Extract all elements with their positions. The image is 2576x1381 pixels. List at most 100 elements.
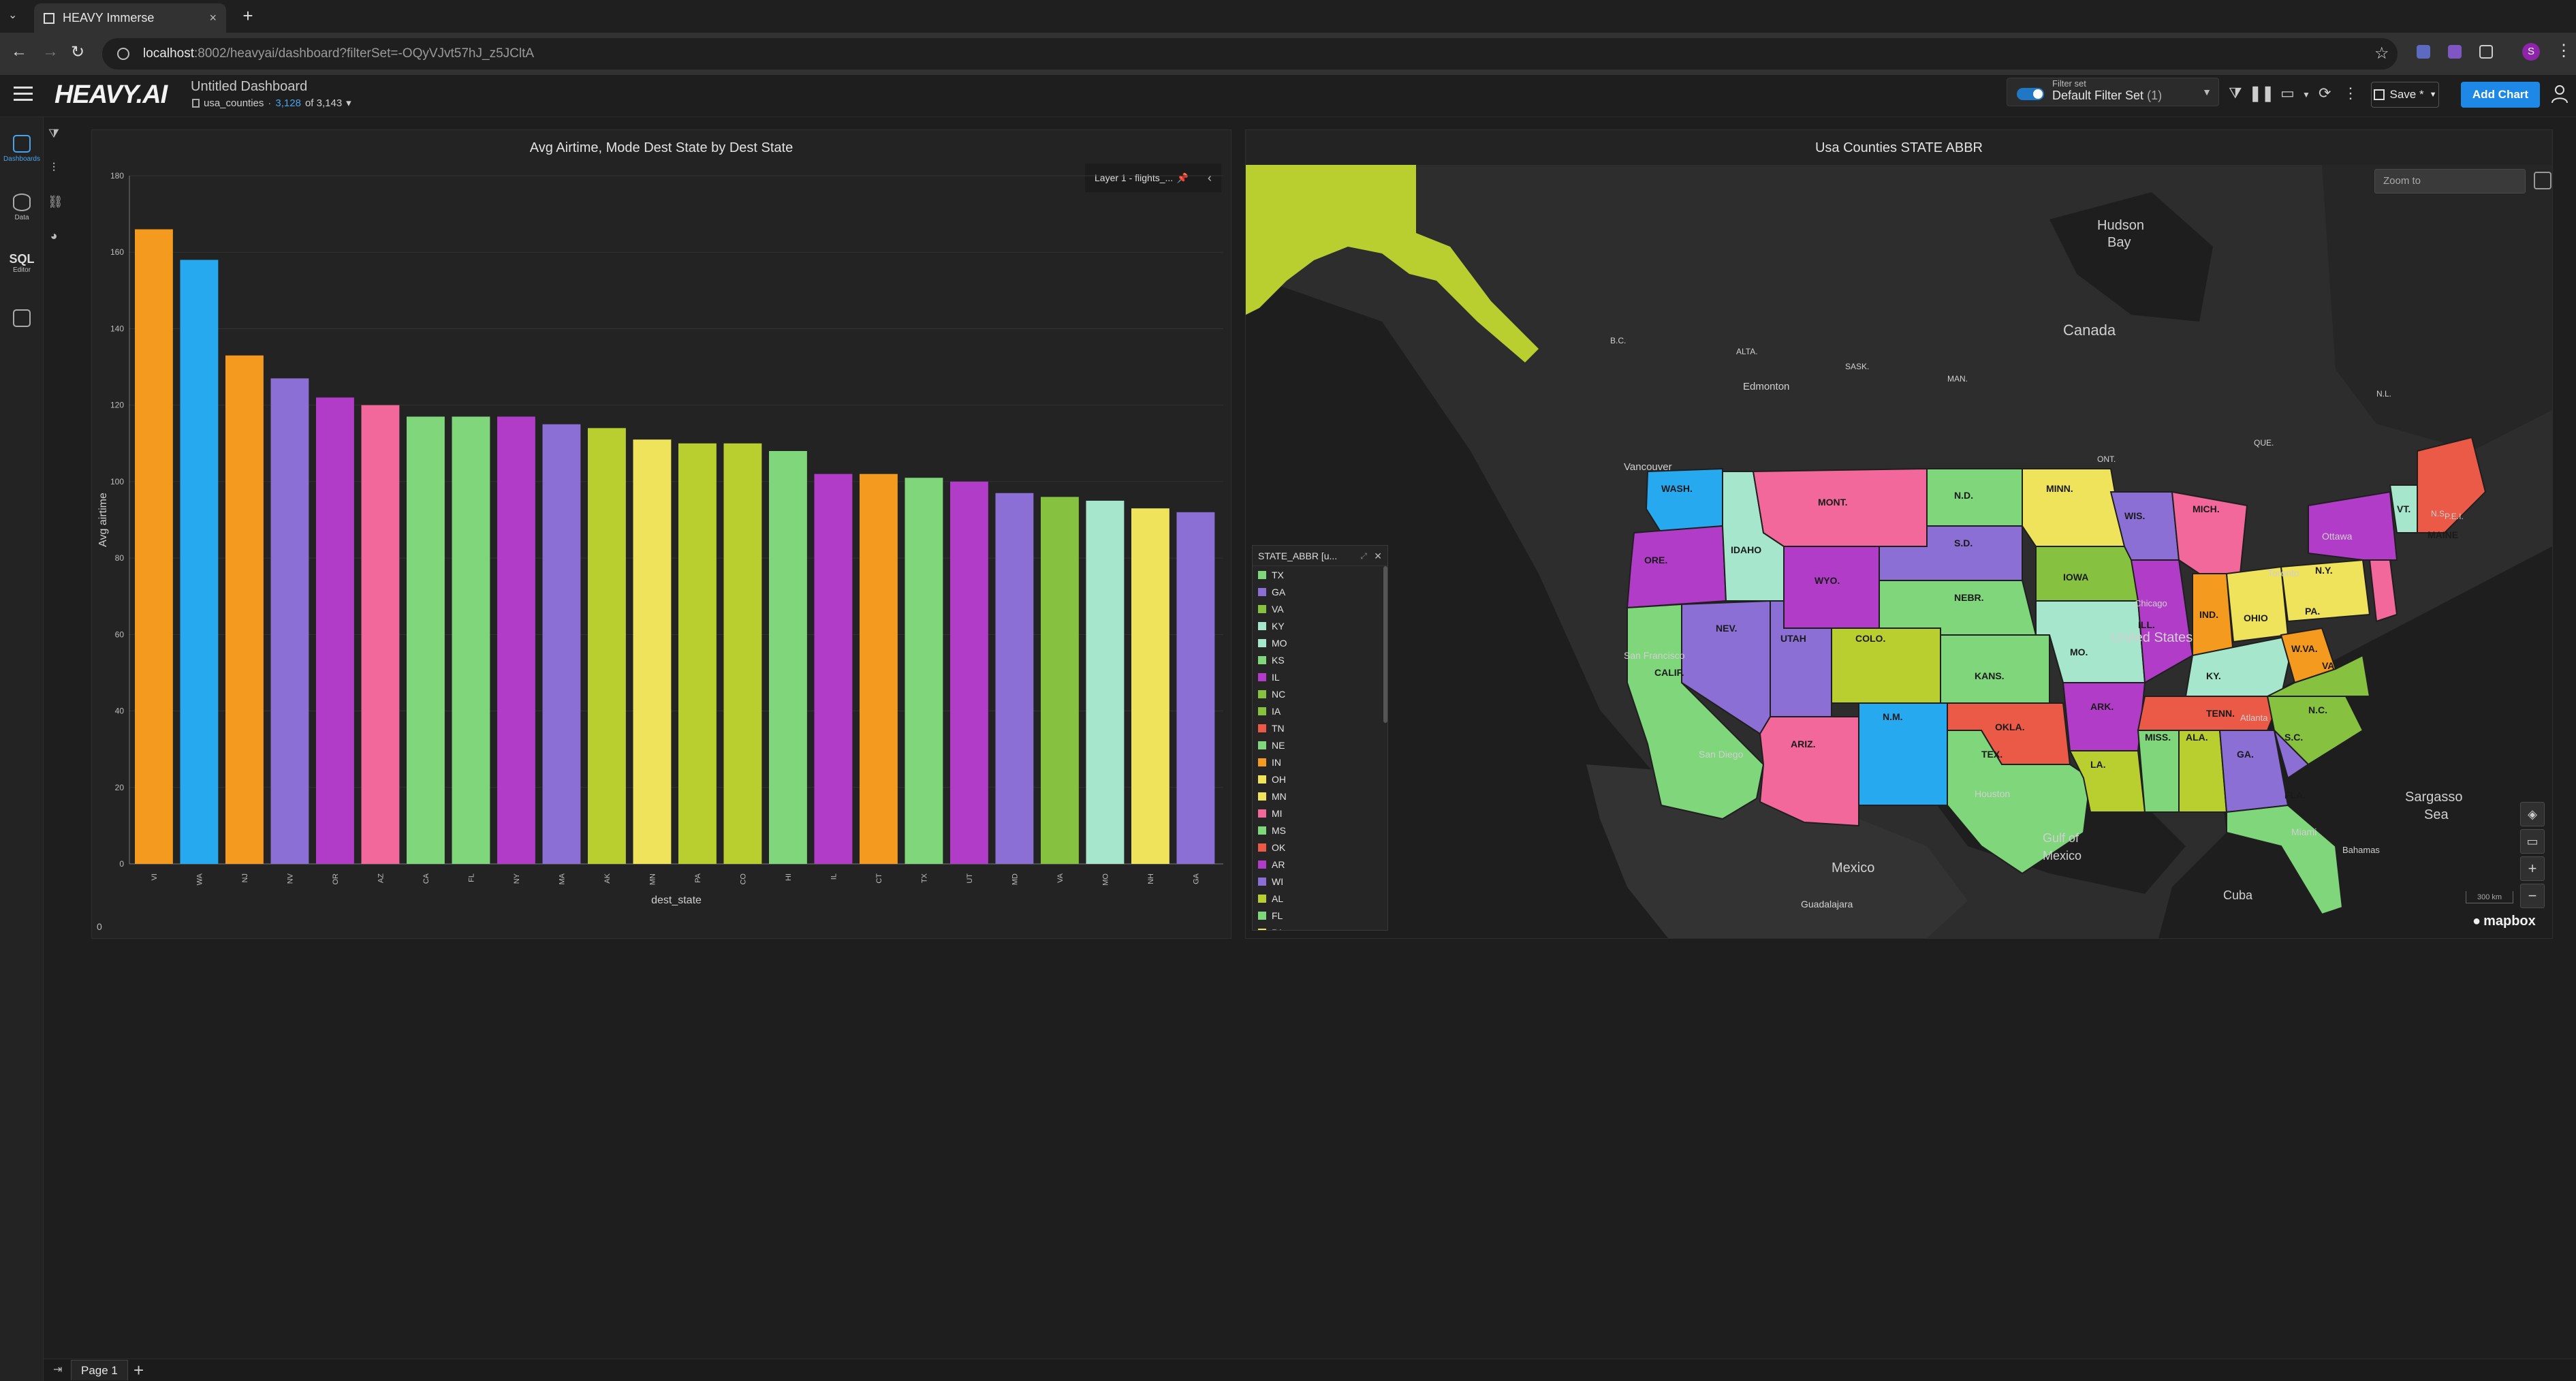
choropleth-map[interactable]: WASH.ORE.CALIF.NEV.IDAHOMONT.WYO.UTAHARI…: [1246, 165, 2552, 938]
bar[interactable]: [1041, 497, 1079, 864]
palette-icon[interactable]: ◕: [50, 229, 58, 243]
profile-avatar[interactable]: S: [2522, 43, 2540, 61]
save-button[interactable]: Save * ▼: [2371, 82, 2439, 108]
locate-icon[interactable]: ◈: [2520, 802, 2545, 826]
tab-page-1[interactable]: Page 1: [71, 1360, 128, 1380]
filter-set-toggle[interactable]: [2017, 88, 2044, 100]
legend-item[interactable]: OH: [1253, 771, 1387, 788]
bar[interactable]: [497, 416, 535, 865]
bar[interactable]: [1176, 512, 1215, 864]
tab-close-icon[interactable]: ×: [209, 11, 217, 25]
sliders-icon[interactable]: ⫶: [52, 161, 56, 174]
extension-icon[interactable]: [2417, 45, 2430, 59]
legend-item[interactable]: KY: [1253, 617, 1387, 634]
add-page-button[interactable]: +: [133, 1360, 144, 1380]
bar[interactable]: [225, 355, 264, 864]
layers-icon[interactable]: [2534, 172, 2551, 189]
sidebar-item-terminal[interactable]: [0, 309, 44, 330]
bar[interactable]: [995, 493, 1034, 864]
sidebar-item-sql-editor[interactable]: SQL Editor: [0, 252, 44, 274]
map-legend[interactable]: STATE_ABBR [u... ⤢ ✕ TX GA VA KY MO KS IL NC IA T…: [1252, 545, 1388, 931]
sidebar-item-dashboards[interactable]: Dashboards: [0, 135, 44, 163]
bar[interactable]: [1086, 500, 1125, 864]
link-icon[interactable]: ⛓: [48, 195, 63, 208]
layer-selector[interactable]: Layer 1 - flights_... 📌 ‹: [1085, 164, 1221, 192]
legend-item[interactable]: MN: [1253, 788, 1387, 805]
filter-set-selector[interactable]: Filter set Default Filter Set (1) ▼: [2007, 78, 2219, 106]
legend-item[interactable]: TX: [1253, 566, 1387, 583]
close-icon[interactable]: ✕: [1374, 550, 1382, 561]
sidebar-item-data[interactable]: Data: [0, 193, 44, 221]
popout-icon[interactable]: ⤢: [1360, 551, 1367, 561]
browser-tab[interactable]: HEAVY Immerse ×: [34, 3, 226, 33]
site-info-icon[interactable]: [117, 48, 129, 60]
bar[interactable]: [135, 229, 173, 864]
bookmark-star-icon[interactable]: ☆: [2374, 44, 2389, 63]
legend-item[interactable]: AL: [1253, 890, 1387, 907]
reload-button[interactable]: ↻: [71, 43, 85, 61]
bar[interactable]: [542, 424, 581, 864]
extensions-puzzle-icon[interactable]: [2479, 45, 2493, 59]
chevron-down-icon[interactable]: ▼: [2302, 90, 2310, 99]
legend-item[interactable]: NE: [1253, 736, 1387, 754]
bar[interactable]: [1131, 508, 1169, 864]
dashboard-title[interactable]: Untitled Dashboard: [191, 79, 308, 94]
bar[interactable]: [361, 405, 400, 864]
tab-search-icon[interactable]: ⌄: [8, 10, 18, 21]
more-options-icon[interactable]: ⋮: [2343, 84, 2358, 102]
legend-item[interactable]: IA: [1253, 702, 1387, 719]
zoom-out-button[interactable]: −: [2520, 884, 2545, 908]
forward-button[interactable]: →: [42, 42, 59, 61]
refresh-icon[interactable]: ⟳: [2319, 84, 2331, 102]
chevron-left-icon[interactable]: ‹: [1208, 171, 1212, 185]
legend-item[interactable]: MO: [1253, 634, 1387, 651]
comment-icon[interactable]: ▭: [2280, 84, 2295, 102]
heavy-ai-logo[interactable]: HEAVY.AI: [54, 80, 168, 109]
legend-item[interactable]: KS: [1253, 651, 1387, 668]
legend-item[interactable]: FL: [1253, 907, 1387, 924]
bar[interactable]: [407, 416, 445, 865]
collapse-icon[interactable]: ⇥: [53, 1364, 63, 1376]
bar[interactable]: [633, 439, 672, 864]
ruler-icon[interactable]: ▭: [2520, 829, 2545, 854]
hamburger-menu-icon[interactable]: [14, 87, 33, 102]
legend-item[interactable]: NC: [1253, 685, 1387, 702]
filter-icon[interactable]: ⧩: [2229, 84, 2242, 102]
bar[interactable]: [452, 416, 490, 865]
legend-item[interactable]: TN: [1253, 719, 1387, 736]
zoom-in-button[interactable]: +: [2520, 856, 2545, 881]
add-chart-button[interactable]: Add Chart: [2461, 82, 2540, 108]
address-bar[interactable]: localhost:8002/heavyai/dashboard?filterS…: [102, 38, 2398, 69]
legend-item[interactable]: IN: [1253, 754, 1387, 771]
legend-item[interactable]: OK: [1253, 839, 1387, 856]
bar[interactable]: [723, 443, 762, 864]
filter-icon[interactable]: ⧩: [48, 127, 60, 140]
legend-item[interactable]: WI: [1253, 873, 1387, 890]
bar[interactable]: [270, 378, 309, 864]
bar[interactable]: [860, 474, 898, 864]
new-tab-button[interactable]: +: [242, 5, 253, 26]
data-source-selector[interactable]: usa_counties · 3,128 of 3,143 ▾: [192, 97, 351, 109]
pause-icon[interactable]: ❚❚: [2249, 84, 2274, 102]
extension-icon[interactable]: [2448, 45, 2462, 59]
legend-item[interactable]: GA: [1253, 583, 1387, 600]
bar[interactable]: [950, 481, 988, 864]
user-icon[interactable]: [2551, 84, 2569, 104]
legend-scrollbar[interactable]: [1383, 566, 1387, 723]
bar[interactable]: [769, 451, 807, 864]
bar[interactable]: [814, 474, 853, 864]
browser-menu-icon[interactable]: ⋮: [2556, 42, 2572, 60]
back-button[interactable]: ←: [11, 42, 27, 61]
legend-item[interactable]: MS: [1253, 822, 1387, 839]
legend-item[interactable]: PA: [1253, 924, 1387, 930]
bar[interactable]: [588, 428, 626, 864]
bar[interactable]: [180, 260, 219, 864]
bar[interactable]: [678, 443, 717, 864]
bar[interactable]: [316, 397, 354, 864]
legend-item[interactable]: IL: [1253, 668, 1387, 685]
legend-item[interactable]: MI: [1253, 805, 1387, 822]
zoom-to-input[interactable]: Zoom to: [2374, 169, 2526, 193]
pin-icon[interactable]: 📌: [1176, 172, 1189, 183]
bar[interactable]: [905, 478, 943, 864]
legend-item[interactable]: VA: [1253, 600, 1387, 617]
